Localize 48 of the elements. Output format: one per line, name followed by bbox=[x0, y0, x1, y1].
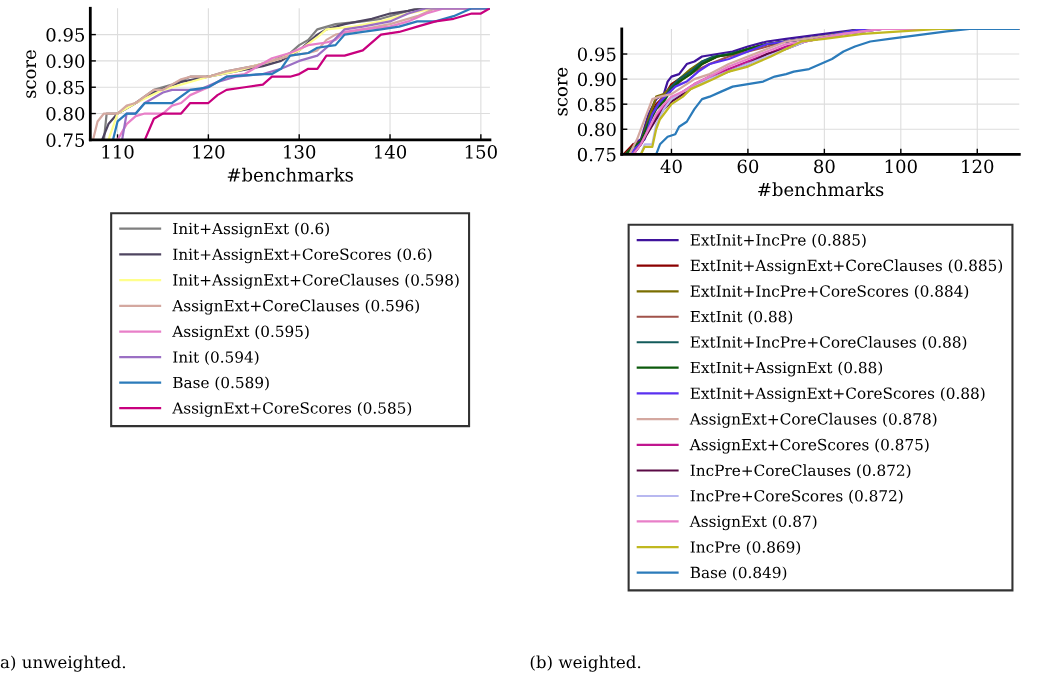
legend-label: IncPre+CoreClauses (0.872) bbox=[690, 464, 911, 479]
text: (b) weighted. bbox=[530, 655, 641, 672]
legend-label: Base (0.849) bbox=[690, 566, 787, 581]
legend-label: Init+AssignExt (0.6) bbox=[173, 222, 329, 238]
legend-label: Init+AssignExt+CoreScores (0.6) bbox=[173, 248, 432, 264]
x-tick-label: 100 bbox=[885, 159, 917, 174]
y-axis-title: score bbox=[557, 67, 568, 116]
x-tick-label: 150 bbox=[465, 145, 497, 159]
y-tick-label: 0.90 bbox=[577, 72, 616, 87]
y-tick-label: 0.75 bbox=[577, 147, 616, 162]
x-axis-title: #benchmarks bbox=[758, 182, 884, 197]
legend-label: Init+AssignExt+CoreClauses (0.598) bbox=[173, 273, 459, 289]
x-tick-label: 80 bbox=[814, 159, 835, 174]
legend-label: IncPre+CoreScores (0.872) bbox=[690, 489, 903, 504]
legend-label: ExtInit+AssignExt+CoreScores (0.88) bbox=[690, 387, 985, 403]
legend-label: AssignExt (0.87) bbox=[689, 515, 817, 531]
x-tick-label: 120 bbox=[962, 159, 994, 174]
legend-label: AssignExt+CoreScores (0.875) bbox=[689, 438, 929, 454]
legend-label: ExtInit+IncPre+CoreClauses (0.88) bbox=[690, 335, 967, 350]
y-tick-label: 0.90 bbox=[46, 54, 85, 69]
y-tick-label: 0.95 bbox=[46, 28, 85, 42]
legend-label: IncPre (0.869) bbox=[690, 540, 801, 555]
legend-label: ExtInit+AssignExt+CoreClauses (0.885) bbox=[690, 259, 1003, 275]
y-tick-label: 0.95 bbox=[577, 47, 616, 62]
legend-label: AssignExt (0.595) bbox=[172, 325, 309, 341]
y-tick-label: 0.80 bbox=[46, 107, 85, 121]
x-tick-label: 40 bbox=[660, 159, 682, 174]
legend-label: Base (0.589) bbox=[173, 376, 269, 391]
legend-label: ExtInit+IncPre+CoreScores (0.884) bbox=[690, 285, 969, 300]
y-tick-label: 0.85 bbox=[46, 80, 85, 95]
y-tick-label: 0.85 bbox=[577, 97, 616, 112]
y-tick-label: 0.75 bbox=[46, 133, 85, 147]
legend-label: AssignExt+CoreScores (0.585) bbox=[172, 401, 412, 417]
legend-label: ExtInit+IncPre (0.885) bbox=[690, 233, 866, 248]
legend-label: ExtInit (0.88) bbox=[690, 310, 793, 325]
legend-label: Init (0.594) bbox=[173, 350, 259, 365]
y-tick-label: 0.80 bbox=[577, 122, 616, 137]
legend-label: AssignExt+CoreClauses (0.878) bbox=[689, 412, 937, 428]
x-tick-label: 110 bbox=[102, 145, 134, 159]
legend-label: AssignExt+CoreClauses (0.596) bbox=[172, 299, 419, 315]
legend-label: ExtInit+AssignExt (0.88) bbox=[690, 361, 883, 377]
y-axis-title: score bbox=[26, 50, 37, 98]
x-tick-label: 60 bbox=[737, 159, 759, 174]
x-tick-label: 120 bbox=[193, 145, 225, 159]
text: a) unweighted. bbox=[0, 655, 126, 672]
x-tick-label: 140 bbox=[375, 145, 407, 159]
x-tick-label: 130 bbox=[284, 145, 316, 159]
x-axis-title: #benchmarks bbox=[227, 167, 353, 182]
